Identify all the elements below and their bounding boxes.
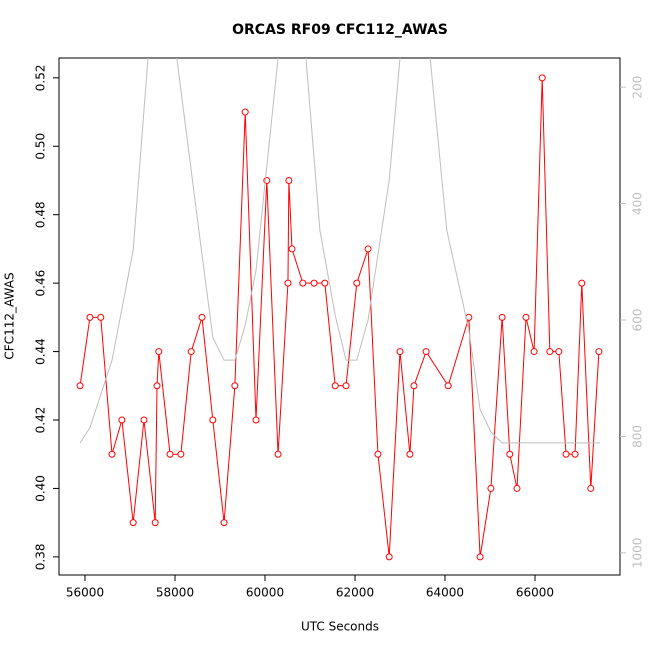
data-point [177, 450, 185, 458]
data-point [353, 279, 361, 287]
x-tick-label: 64000 [426, 586, 464, 600]
data-point [241, 108, 249, 116]
data-point [220, 519, 228, 527]
data-point [321, 279, 329, 287]
data-point [578, 279, 586, 287]
data-point [198, 313, 206, 321]
data-point [342, 382, 350, 390]
y-tick-label: 0.44 [34, 338, 48, 365]
data-point [97, 313, 105, 321]
chart-title: ORCAS RF09 CFC112_AWAS [232, 22, 448, 38]
data-point [108, 450, 116, 458]
data-point [571, 450, 579, 458]
x-tick-label: 62000 [336, 586, 374, 600]
data-point [187, 348, 195, 356]
data-point [410, 382, 418, 390]
y2-tick-label: 400 [631, 192, 645, 215]
data-point [396, 348, 404, 356]
x-tick-label: 60000 [246, 586, 284, 600]
y-tick-label: 0.46 [34, 270, 48, 297]
data-point [331, 382, 339, 390]
data-point [288, 245, 296, 253]
y-tick-label: 0.52 [34, 64, 48, 91]
data-point [129, 519, 137, 527]
data-point [209, 416, 217, 424]
data-point [252, 416, 260, 424]
data-point [118, 416, 126, 424]
data-point [587, 484, 595, 492]
data-line [79, 77, 600, 557]
data-point [422, 348, 430, 356]
data-point [284, 279, 292, 287]
y2-tick-label: 600 [631, 309, 645, 332]
data-point [546, 348, 554, 356]
data-point [364, 245, 372, 253]
pressure-line [79, 58, 600, 444]
x-tick-label: 66000 [516, 586, 554, 600]
data-point [406, 450, 414, 458]
x-axis-label: UTC Seconds [301, 620, 379, 634]
data-point [76, 382, 84, 390]
data-point [444, 382, 452, 390]
data-point [86, 313, 94, 321]
x-tick-label: 58000 [156, 586, 194, 600]
data-point [285, 176, 293, 184]
y2-tick-label: 800 [631, 425, 645, 448]
y-tick-label: 0.40 [34, 475, 48, 502]
data-point [151, 519, 159, 527]
y-axis-label: CFC112_AWAS [3, 272, 17, 359]
data-point [310, 279, 318, 287]
data-point [562, 450, 570, 458]
data-point [498, 313, 506, 321]
data-point [476, 553, 484, 561]
y-tick-label: 0.38 [34, 544, 48, 571]
data-point [385, 553, 393, 561]
data-point [231, 382, 239, 390]
data-point [140, 416, 148, 424]
data-point [522, 313, 530, 321]
data-point [555, 348, 563, 356]
data-point [374, 450, 382, 458]
data-point [530, 348, 538, 356]
data-point [274, 450, 282, 458]
data-point [153, 382, 161, 390]
data-point [595, 348, 603, 356]
data-point [299, 279, 307, 287]
plot-frame [58, 57, 621, 576]
data-point [513, 484, 521, 492]
y-tick-label: 0.50 [34, 133, 48, 160]
data-point [506, 450, 514, 458]
data-point [155, 348, 163, 356]
data-point [487, 484, 495, 492]
data-point [538, 74, 546, 82]
y-tick-label: 0.48 [34, 201, 48, 228]
y-tick-label: 0.42 [34, 407, 48, 434]
y2-tick-label: 200 [631, 76, 645, 99]
data-point [166, 450, 174, 458]
y2-tick-label: 1000 [631, 538, 645, 569]
x-tick-label: 56000 [66, 586, 104, 600]
